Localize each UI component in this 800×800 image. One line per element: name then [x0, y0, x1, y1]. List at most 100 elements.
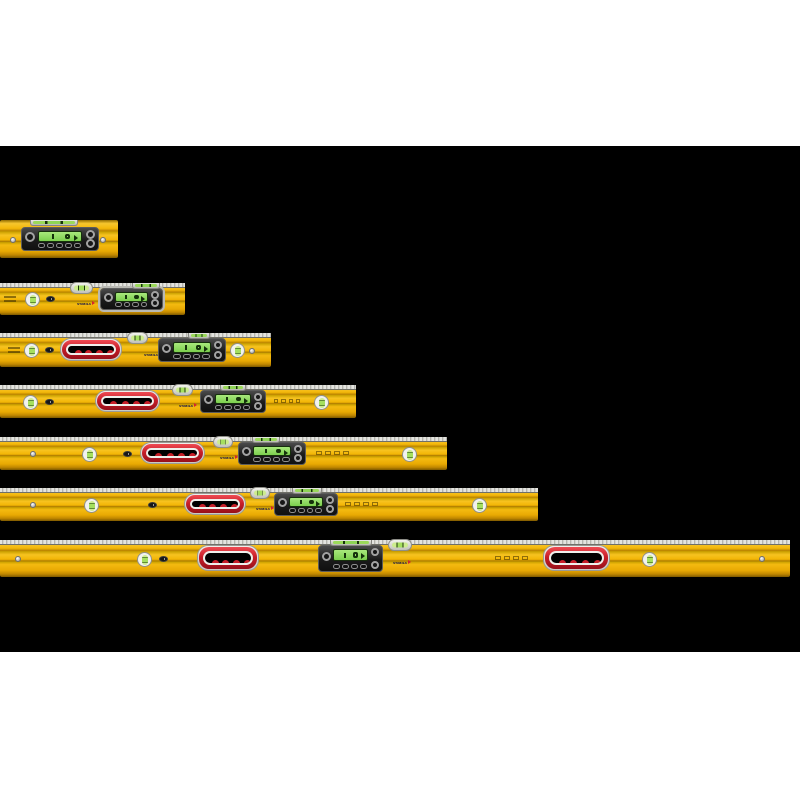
grip-finger-scallop [222, 560, 230, 563]
grip-handle-hole [148, 450, 197, 456]
grip-handle [543, 545, 610, 571]
display-key [215, 405, 223, 410]
grip-handle [60, 338, 122, 361]
grip-finger-scallop [582, 560, 590, 563]
spec-mark [295, 399, 300, 403]
display-power-button [204, 395, 213, 404]
display-key [38, 243, 45, 248]
display-key [132, 302, 139, 307]
lcd-screen [38, 231, 82, 242]
grip-finger-scallop [144, 401, 152, 404]
display-button-row [333, 564, 367, 569]
display-power-button [104, 293, 113, 302]
grip-finger-scallop [189, 453, 197, 456]
grip-finger-scallop [85, 350, 93, 353]
adjustment-screw [45, 399, 54, 405]
display-key [140, 302, 147, 307]
digital-display-unit [21, 227, 99, 251]
top-reading-vial [330, 540, 372, 546]
lcd-zero-digit [353, 552, 359, 558]
lcd-zero-digit [195, 344, 201, 351]
top-reading-vial [30, 220, 78, 226]
spec-mark [372, 502, 378, 506]
spec-mark [316, 451, 322, 455]
lcd-zero-digit [236, 396, 242, 402]
grip-finger-scallop [132, 401, 140, 404]
grip-finger-scallop [558, 560, 566, 563]
end-screw [10, 237, 16, 243]
display-key [282, 457, 290, 462]
lcd-arrow-indicator [74, 234, 79, 241]
grip-handle-hole [551, 553, 602, 563]
grip-finger-scallop [220, 504, 228, 507]
grip-finger-scallop [570, 560, 578, 563]
vertical-vial-window [314, 395, 329, 410]
grip-finger-scallop [74, 350, 82, 353]
vertical-vial-window [472, 498, 487, 513]
spec-mark [4, 300, 16, 302]
grip-handle-hole [68, 346, 114, 353]
spec-mark [281, 399, 286, 403]
top-reading-vial [252, 437, 280, 443]
grip-handle-hole [192, 501, 238, 507]
display-key [360, 564, 367, 569]
display-mode-button [294, 445, 302, 453]
display-mode-button [326, 496, 334, 504]
digital-display-unit [100, 288, 163, 310]
vertical-vial-window [25, 292, 40, 307]
lcd-arrow-indicator [141, 295, 146, 302]
top-reading-vial [292, 488, 322, 494]
level-3: STABILA [0, 332, 271, 367]
spec-markings [274, 399, 300, 403]
stabila-logo: STABILA [144, 352, 162, 357]
spec-mark [325, 451, 331, 455]
stabila-logo: STABILA [220, 455, 238, 460]
spec-mark [522, 556, 528, 560]
horizontal-vial [70, 282, 93, 294]
stabila-logo: STABILA [179, 403, 197, 408]
spec-mark [354, 502, 360, 506]
grip-finger-scallop [166, 453, 174, 456]
level-1-shortest [0, 220, 118, 258]
display-power-button [25, 232, 35, 242]
stabila-logo: STABILA [77, 301, 95, 306]
top-reading-vial [132, 283, 160, 289]
grip-handle-hole [205, 553, 251, 563]
stabila-logo: STABILA [256, 506, 274, 511]
level-5: STABILA [0, 436, 447, 470]
grip-finger-scallop [209, 504, 217, 507]
end-screw [30, 451, 36, 457]
display-hold-button [371, 561, 379, 569]
end-screw [15, 556, 21, 562]
lcd-screen [173, 342, 211, 353]
display-key [65, 243, 72, 248]
display-key [74, 243, 81, 248]
display-button-row [253, 457, 290, 462]
lcd-zero-digit [308, 499, 314, 505]
display-key [306, 508, 314, 513]
grip-finger-scallop [230, 504, 238, 507]
display-hold-button [294, 454, 302, 462]
grip-handle [184, 493, 246, 515]
display-button-row [215, 405, 250, 410]
display-key [253, 457, 261, 462]
vertical-vial-window [230, 343, 245, 358]
spec-mark [8, 351, 20, 353]
end-screw [249, 348, 255, 354]
display-key [202, 354, 210, 359]
grip-handle-hole [103, 398, 152, 404]
display-key [224, 405, 232, 410]
lcd-screen [215, 394, 251, 404]
spec-mark [504, 556, 510, 560]
digital-display-unit [158, 338, 226, 362]
horizontal-vial [250, 487, 270, 499]
lcd-digit-mark [226, 397, 229, 401]
display-hold-button [151, 299, 159, 307]
grip-finger-scallop [593, 560, 601, 563]
level-4: STABILA [0, 384, 356, 418]
spec-markings [316, 451, 360, 455]
display-button-row [289, 508, 322, 513]
display-power-button [278, 498, 287, 507]
lcd-screen [333, 549, 368, 561]
lcd-arrow-indicator [203, 345, 208, 352]
